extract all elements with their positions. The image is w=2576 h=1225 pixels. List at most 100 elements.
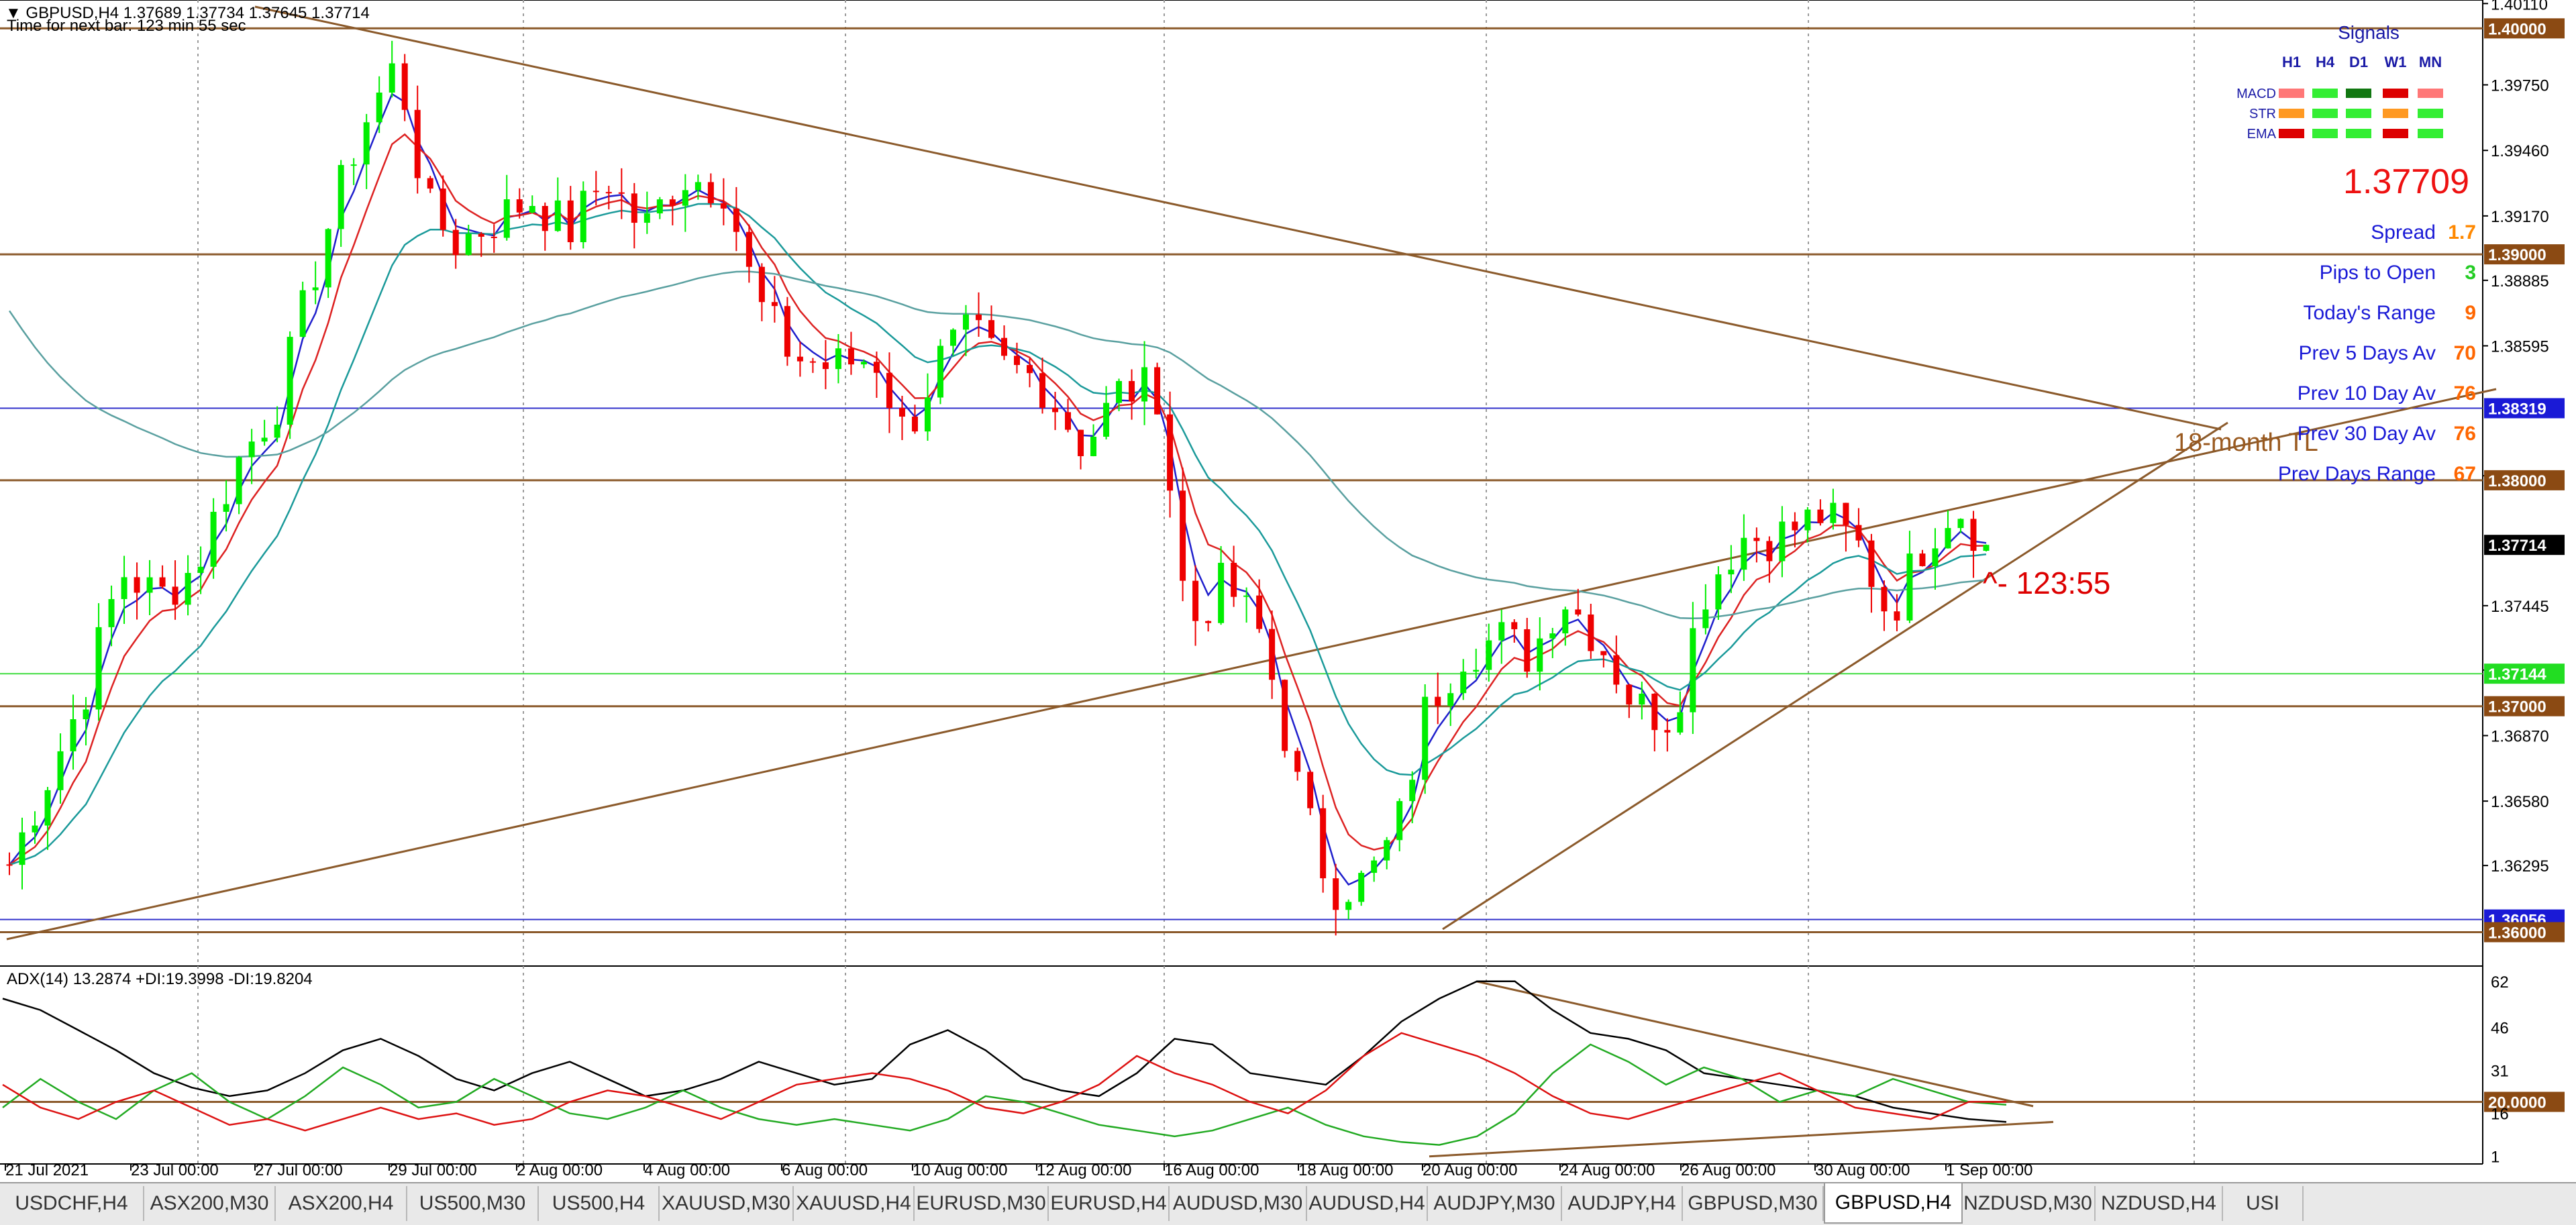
info-row-label: Prev Days Range	[2278, 463, 2436, 485]
time-axis: 21 Jul 2021 23 Jul 00:00 27 Jul 00:00 29 Ju…	[5, 1161, 2032, 1179]
info-row-label: Prev 5 Days Av	[2298, 342, 2436, 364]
price-label: 1.36000	[2488, 924, 2546, 942]
next-bar-timer: Time for next bar: 123 min 55 sec	[7, 17, 246, 35]
bull-candle	[860, 362, 867, 365]
adx-lower-trendline	[1429, 1120, 2054, 1158]
bear-candle	[567, 200, 574, 242]
signal-indicator	[2346, 109, 2371, 118]
price-tick-label: 1.36295	[2491, 857, 2549, 875]
signal-indicator	[2383, 129, 2408, 138]
bear-candle	[1269, 629, 1276, 680]
bull-candle	[1690, 628, 1696, 712]
chart-tab[interactable]: US500,H4	[539, 1186, 660, 1221]
chart-tab[interactable]: AUDJPY,H4	[1562, 1186, 1683, 1221]
adx-tick-label: 46	[2491, 1019, 2509, 1037]
bull-candle	[32, 825, 38, 833]
chart-grid	[0, 0, 2483, 1165]
time-label: 16 Aug 00:00	[1164, 1161, 1259, 1179]
info-row-label: Today's Range	[2303, 302, 2436, 324]
time-label: 18 Aug 00:00	[1298, 1161, 1393, 1179]
bull-candle	[1537, 638, 1543, 672]
info-row-value: 76	[2454, 423, 2476, 445]
price-tick-label: 1.40110	[2491, 0, 2548, 13]
price-tick-label: 1.36870	[2491, 727, 2549, 745]
bear-candle	[1065, 412, 1072, 430]
chart-tab[interactable]: ASX200,H4	[276, 1186, 407, 1221]
bear-candle	[159, 577, 166, 587]
bear-candle	[847, 348, 854, 365]
bull-candle	[1779, 521, 1786, 562]
bear-candle	[707, 182, 714, 203]
chart-tab[interactable]: EURUSD,H4	[1049, 1186, 1170, 1221]
bear-candle	[1919, 553, 1926, 566]
chart-tab[interactable]: AUDUSD,H4	[1307, 1186, 1428, 1221]
bull-candle	[1983, 545, 1990, 551]
chart-tab[interactable]: US500,M30	[407, 1186, 539, 1221]
bull-candle	[554, 200, 561, 231]
chart-tab[interactable]: GBPUSD,M30	[1683, 1186, 1824, 1221]
bear-candle	[911, 417, 918, 432]
bull-candle	[529, 205, 535, 213]
chart-tab[interactable]: USDCHF,H4	[0, 1186, 144, 1221]
bear-candle	[1192, 580, 1199, 621]
chart-tab[interactable]: AUDUSD,M30	[1170, 1186, 1307, 1221]
signal-column-header: MN	[2419, 54, 2442, 70]
bull-candle	[1702, 609, 1709, 629]
bull-candle	[1447, 693, 1454, 706]
bear-candle	[6, 864, 13, 866]
info-row-value: 9	[2465, 302, 2476, 324]
ascending-18-month-trendline	[6, 388, 2497, 941]
chart-tab[interactable]: EURUSD,M30	[915, 1186, 1049, 1221]
bear-candle	[134, 577, 140, 593]
price-tick-label: 1.38595	[2491, 338, 2549, 356]
bull-candle	[299, 290, 306, 337]
bull-candle	[121, 577, 127, 599]
adx-indicator-pane	[0, 980, 2483, 1158]
bear-candle	[542, 205, 548, 231]
chart-tab[interactable]: NZDUSD,H4	[2096, 1186, 2223, 1221]
bull-candle	[376, 92, 382, 123]
bull-candle	[1345, 902, 1352, 910]
chart-tab[interactable]: GBPUSD,H4	[1824, 1183, 1963, 1224]
price-label-box	[2484, 244, 2565, 265]
trendline-label: 18-month TL	[2174, 429, 2318, 457]
bear-candle	[478, 233, 484, 237]
time-label: 1 Sep 00:00	[1946, 1161, 2032, 1179]
price-label: 1.38319	[2488, 400, 2546, 418]
price-tick-label: 1.37445	[2491, 598, 2549, 616]
bull-candle	[962, 314, 969, 330]
bull-candle	[937, 345, 943, 398]
price-label: 1.38000	[2488, 472, 2546, 490]
bull-candle	[70, 719, 76, 751]
bear-candle	[1970, 519, 1977, 551]
chart-tab[interactable]: USI	[2223, 1186, 2304, 1221]
bull-candle	[1804, 509, 1811, 531]
bull-candle	[503, 199, 510, 238]
adx-tick-label: 16	[2491, 1106, 2509, 1124]
adx-series-di	[2, 1032, 2006, 1132]
signals-panel: Signals H1 H4 D1 W1 MN MACD STR EMA	[2236, 22, 2443, 142]
bear-candle	[720, 203, 727, 209]
current-price: 1.37709	[2343, 162, 2469, 201]
ma-mid-line	[9, 133, 1987, 866]
bear-candle	[1524, 629, 1531, 672]
bear-candle	[873, 362, 880, 373]
bull-candle	[312, 287, 319, 290]
bear-candle	[414, 109, 421, 178]
bear-candle	[618, 192, 625, 194]
chart-tab[interactable]: NZDUSD,M30	[1961, 1186, 2096, 1221]
rising-support-trendline	[1442, 421, 2228, 930]
chart-tab[interactable]: XAUUSD,H4	[794, 1186, 915, 1221]
signal-indicator	[2279, 129, 2304, 138]
chart-tab[interactable]: ASX200,M30	[144, 1186, 276, 1221]
bear-candle	[1333, 878, 1339, 910]
chart-tab[interactable]: AUDJPY,M30	[1428, 1186, 1562, 1221]
chart-tab[interactable]: XAUUSD,M30	[660, 1186, 794, 1221]
candlestick-series	[6, 40, 1990, 936]
bear-candle	[1600, 651, 1607, 655]
price-label-box	[2484, 398, 2565, 419]
signal-indicator	[2383, 109, 2408, 118]
bear-candle	[605, 192, 612, 194]
bear-candle	[771, 302, 778, 307]
